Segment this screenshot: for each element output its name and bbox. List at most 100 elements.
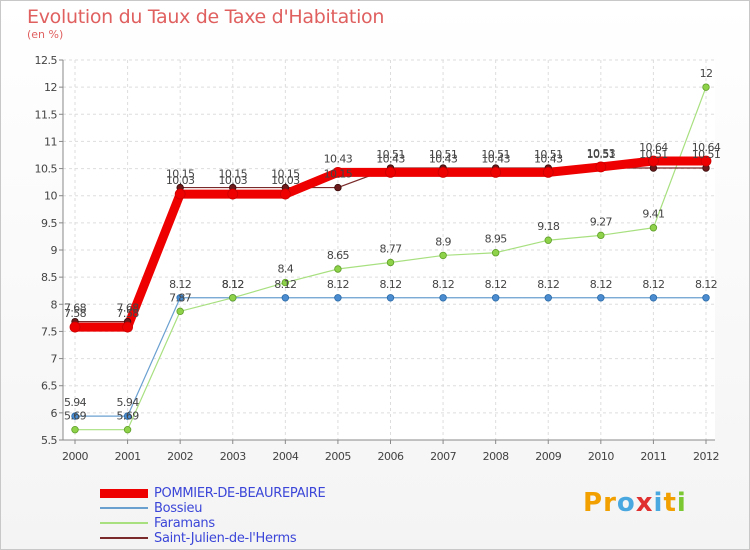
data-point-1 — [123, 412, 132, 420]
data-label: 8.12 — [642, 278, 664, 291]
data-point-1 — [334, 294, 342, 302]
data-label: 5.69 — [64, 410, 87, 423]
data-point-2 — [649, 224, 658, 232]
data-point-1 — [439, 294, 447, 302]
logo-letter: i — [653, 488, 664, 518]
x-tick-label: 2003 — [220, 450, 246, 463]
data-point-2 — [123, 425, 132, 434]
data-point-2 — [544, 236, 552, 244]
data-label: 8.9 — [435, 235, 451, 248]
data-label: 8.12 — [222, 278, 244, 291]
data-point-0 — [122, 321, 133, 333]
y-tick-label: 8.5 — [41, 271, 57, 284]
y-tick-label: 6 — [51, 407, 58, 420]
x-tick-label: 2002 — [167, 450, 193, 463]
x-tick-label: 2008 — [483, 450, 509, 463]
data-label: 8.4 — [277, 263, 293, 276]
data-label: 10.03 — [271, 174, 300, 187]
data-label: 10.43 — [481, 152, 510, 165]
data-label: 8.12 — [222, 278, 244, 291]
data-label: 10.43 — [324, 152, 353, 165]
data-label: 8.12 — [485, 278, 507, 291]
y-tick-label: 7 — [51, 353, 58, 366]
legend-swatch-pommier — [100, 488, 148, 498]
data-point-2 — [439, 251, 447, 260]
data-label: 9.27 — [590, 215, 613, 228]
data-point-0 — [279, 188, 291, 200]
y-tick-label: 12.5 — [35, 54, 58, 67]
data-label: 7.68 — [64, 302, 87, 315]
data-label: 8.12 — [432, 278, 454, 291]
data-label: 9.41 — [642, 208, 664, 221]
data-point-1 — [491, 294, 500, 302]
data-point-2 — [386, 258, 395, 267]
legend-swatch-saint-julien — [100, 537, 148, 539]
legend-label-bossieu: Bossieu — [154, 500, 203, 516]
data-label: 9.18 — [537, 220, 560, 233]
data-point-0 — [490, 166, 502, 178]
proxiti-logo: Proxiti — [583, 488, 687, 518]
data-label: 10.15 — [219, 168, 248, 181]
y-tick-label: 6.5 — [41, 380, 57, 393]
x-tick-label: 2005 — [325, 450, 351, 463]
data-point-1 — [597, 294, 605, 302]
x-tick-label: 2006 — [378, 450, 404, 463]
data-point-0 — [332, 166, 344, 178]
data-label: 8.12 — [327, 278, 349, 291]
data-label: 10.51 — [481, 148, 510, 161]
data-label: 10.51 — [429, 148, 458, 161]
logo-letter: t — [663, 488, 677, 518]
data-label: 10.51 — [376, 148, 405, 161]
x-tick-label: 2007 — [430, 450, 456, 463]
y-tick-label: 10.5 — [35, 163, 58, 176]
logo-letter: x — [635, 488, 654, 518]
data-point-2 — [702, 83, 710, 91]
y-tick-label: 5.5 — [41, 434, 57, 447]
data-label: 10.15 — [324, 168, 353, 181]
data-point-2 — [176, 307, 184, 316]
y-tick-label: 9 — [51, 244, 58, 257]
data-point-0 — [385, 166, 396, 178]
data-label: 5.94 — [117, 396, 140, 409]
data-label: 8.77 — [379, 242, 402, 255]
data-label: 5.69 — [117, 410, 140, 423]
data-label: 10.43 — [376, 152, 405, 165]
y-tick-label: 7.5 — [41, 325, 57, 338]
data-point-1 — [386, 294, 395, 302]
data-label: 10.51 — [587, 148, 616, 161]
data-label: 10.15 — [271, 168, 300, 181]
logo-letter: o — [616, 488, 636, 518]
data-point-1 — [649, 294, 658, 302]
data-point-2 — [334, 265, 342, 273]
y-tick-label: 9.5 — [41, 217, 57, 230]
data-point-0 — [595, 161, 607, 173]
data-label: 7.58 — [117, 307, 140, 320]
legend-item-saint-julien: Saint-Julien-de-l'Herms — [100, 530, 297, 546]
data-point-2 — [281, 278, 290, 287]
data-label: 7.68 — [117, 302, 140, 315]
data-label: 10.64 — [639, 141, 668, 154]
data-point-2 — [71, 425, 79, 434]
legend-label-saint-julien: Saint-Julien-de-l'Herms — [154, 530, 297, 546]
data-label: 10.51 — [639, 148, 668, 161]
data-point-1 — [702, 294, 710, 302]
data-point-0 — [437, 166, 449, 178]
data-label: 8.95 — [485, 233, 508, 246]
data-point-2 — [491, 249, 500, 257]
data-point-0 — [542, 166, 554, 178]
x-tick-label: 2004 — [272, 450, 298, 463]
x-tick-label: 2001 — [115, 450, 141, 463]
data-label: 8.12 — [695, 278, 717, 291]
chart-subtitle: (en %) — [27, 28, 64, 41]
data-label: 10.51 — [534, 148, 563, 161]
legend-label-pommier: POMMIER-DE-BEAUREPAIRE — [154, 485, 326, 501]
legend-item-bossieu: Bossieu — [100, 500, 202, 516]
data-label: 8.12 — [590, 278, 612, 291]
data-label: 10.43 — [429, 152, 458, 165]
logo-letter: r — [603, 488, 617, 518]
legend-swatch-bossieu — [100, 507, 148, 509]
data-point-1 — [544, 294, 552, 302]
data-point-0 — [69, 321, 81, 333]
x-tick-label: 2000 — [62, 450, 88, 463]
